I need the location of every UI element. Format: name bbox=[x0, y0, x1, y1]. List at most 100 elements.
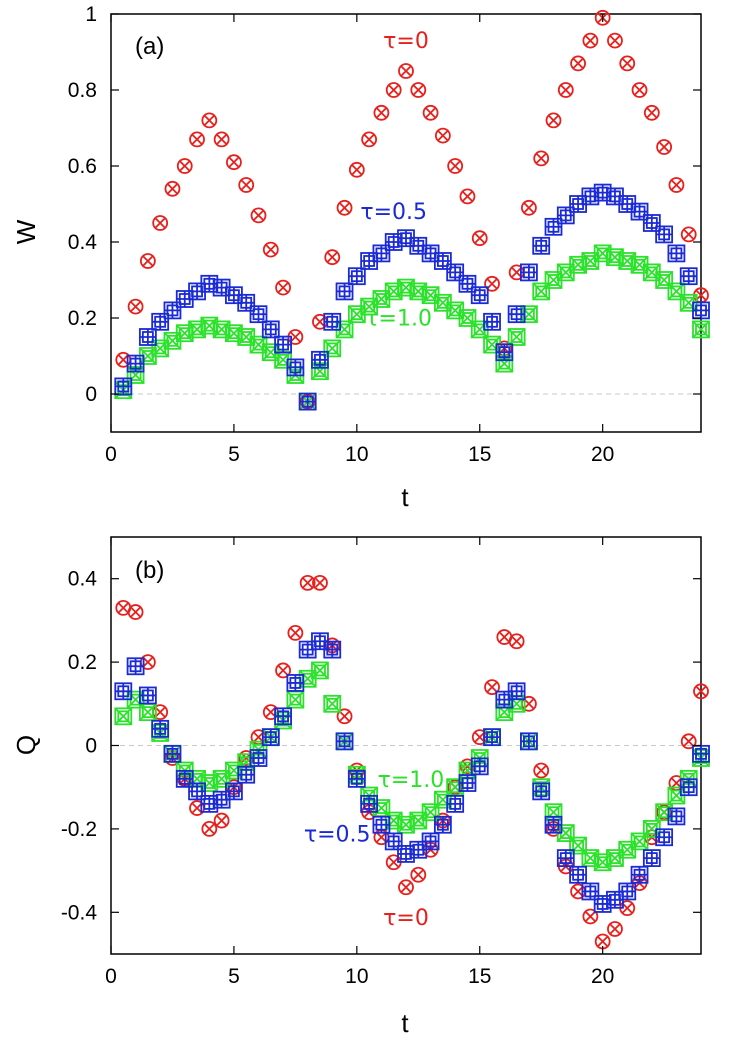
data-point bbox=[114, 682, 133, 701]
y-tick-label: 0.4 bbox=[68, 568, 98, 591]
data-point bbox=[607, 32, 623, 49]
data-point bbox=[446, 263, 465, 282]
data-point bbox=[275, 279, 291, 296]
x-tick-label: 0 bbox=[105, 965, 117, 988]
data-marks bbox=[114, 574, 710, 950]
x-tick-label: 10 bbox=[345, 443, 368, 466]
data-point bbox=[433, 252, 452, 270]
data-point bbox=[556, 206, 575, 225]
data-point bbox=[372, 244, 391, 263]
data-point bbox=[347, 267, 366, 286]
y-tick-label: 0.6 bbox=[68, 155, 97, 178]
series-tau10 bbox=[114, 661, 710, 872]
data-point bbox=[286, 358, 305, 377]
data-point bbox=[582, 32, 599, 49]
data-point bbox=[225, 324, 243, 343]
x-tick-label: 20 bbox=[591, 443, 614, 466]
data-point bbox=[410, 866, 427, 883]
data-point bbox=[200, 274, 219, 293]
panel-label: (b) bbox=[135, 557, 164, 584]
data-point bbox=[299, 574, 316, 591]
data-point bbox=[312, 574, 328, 591]
data-point bbox=[336, 199, 353, 216]
data-point bbox=[384, 832, 403, 851]
data-point bbox=[619, 55, 636, 72]
data-point bbox=[618, 252, 637, 270]
y-tick-label: 0.4 bbox=[68, 231, 98, 254]
data-point bbox=[274, 335, 292, 354]
data-point bbox=[581, 849, 600, 867]
data-point bbox=[630, 202, 649, 221]
series-tau05 bbox=[114, 632, 710, 913]
data-point bbox=[298, 392, 317, 411]
data-point bbox=[138, 686, 157, 705]
data-point bbox=[446, 778, 465, 797]
data-point bbox=[433, 815, 452, 834]
data-point bbox=[398, 879, 414, 896]
data-point bbox=[458, 774, 477, 792]
data-point bbox=[385, 854, 402, 871]
data-point bbox=[348, 161, 365, 178]
data-point bbox=[593, 244, 612, 263]
data-point bbox=[642, 849, 661, 867]
data-point bbox=[581, 187, 600, 206]
data-point bbox=[409, 282, 428, 301]
data-point bbox=[434, 127, 451, 144]
data-point bbox=[507, 305, 526, 324]
data-point bbox=[262, 241, 279, 258]
data-point bbox=[693, 683, 709, 700]
data-point bbox=[581, 252, 600, 270]
data-point bbox=[410, 82, 427, 98]
data-point bbox=[275, 662, 291, 679]
data-point bbox=[311, 661, 329, 680]
data-point bbox=[175, 324, 194, 343]
data-point bbox=[188, 320, 206, 339]
data-point bbox=[225, 782, 243, 801]
data-point bbox=[114, 707, 133, 726]
data-point bbox=[655, 828, 674, 847]
data-point bbox=[127, 298, 144, 315]
y-tick-label: 0 bbox=[85, 735, 97, 758]
y-tick-label: 0.2 bbox=[68, 307, 97, 330]
data-point bbox=[581, 882, 600, 901]
data-point bbox=[164, 180, 181, 197]
data-point bbox=[323, 312, 342, 331]
series-tau10 bbox=[114, 244, 710, 411]
data-point bbox=[335, 282, 354, 301]
data-point bbox=[630, 865, 649, 884]
data-point bbox=[533, 150, 550, 167]
data-point bbox=[593, 183, 612, 202]
data-point bbox=[532, 236, 551, 255]
data-point bbox=[237, 765, 256, 784]
data-point bbox=[470, 286, 489, 305]
data-point bbox=[569, 865, 587, 884]
data-point bbox=[483, 312, 501, 331]
data-point bbox=[249, 749, 268, 767]
data-point bbox=[446, 794, 465, 813]
data-point bbox=[200, 794, 219, 813]
data-point bbox=[163, 744, 182, 763]
y-tick-label: -0.2 bbox=[61, 818, 97, 841]
x-tick-label: 20 bbox=[591, 965, 614, 988]
data-point bbox=[175, 769, 194, 788]
x-tick-label: 5 bbox=[228, 443, 240, 466]
data-point bbox=[655, 225, 674, 244]
data-point bbox=[360, 794, 379, 813]
data-point bbox=[421, 832, 440, 851]
data-point bbox=[286, 674, 305, 692]
x-tick-label: 15 bbox=[468, 443, 491, 466]
data-point bbox=[484, 679, 500, 696]
data-point bbox=[138, 328, 157, 346]
annotation-tau05: τ=0.5 bbox=[360, 200, 427, 225]
x-tick-label: 15 bbox=[468, 965, 491, 988]
axes: 0 5 10 15 20 0 0.2 0.4 0.6 0.8 1 bbox=[68, 3, 701, 466]
panel-label: (a) bbox=[135, 33, 164, 60]
data-point bbox=[237, 293, 256, 312]
data-point bbox=[679, 778, 698, 797]
data-point bbox=[569, 255, 587, 274]
data-point bbox=[212, 320, 231, 339]
data-point bbox=[642, 214, 661, 232]
data-point bbox=[311, 362, 329, 381]
data-point bbox=[384, 811, 403, 830]
